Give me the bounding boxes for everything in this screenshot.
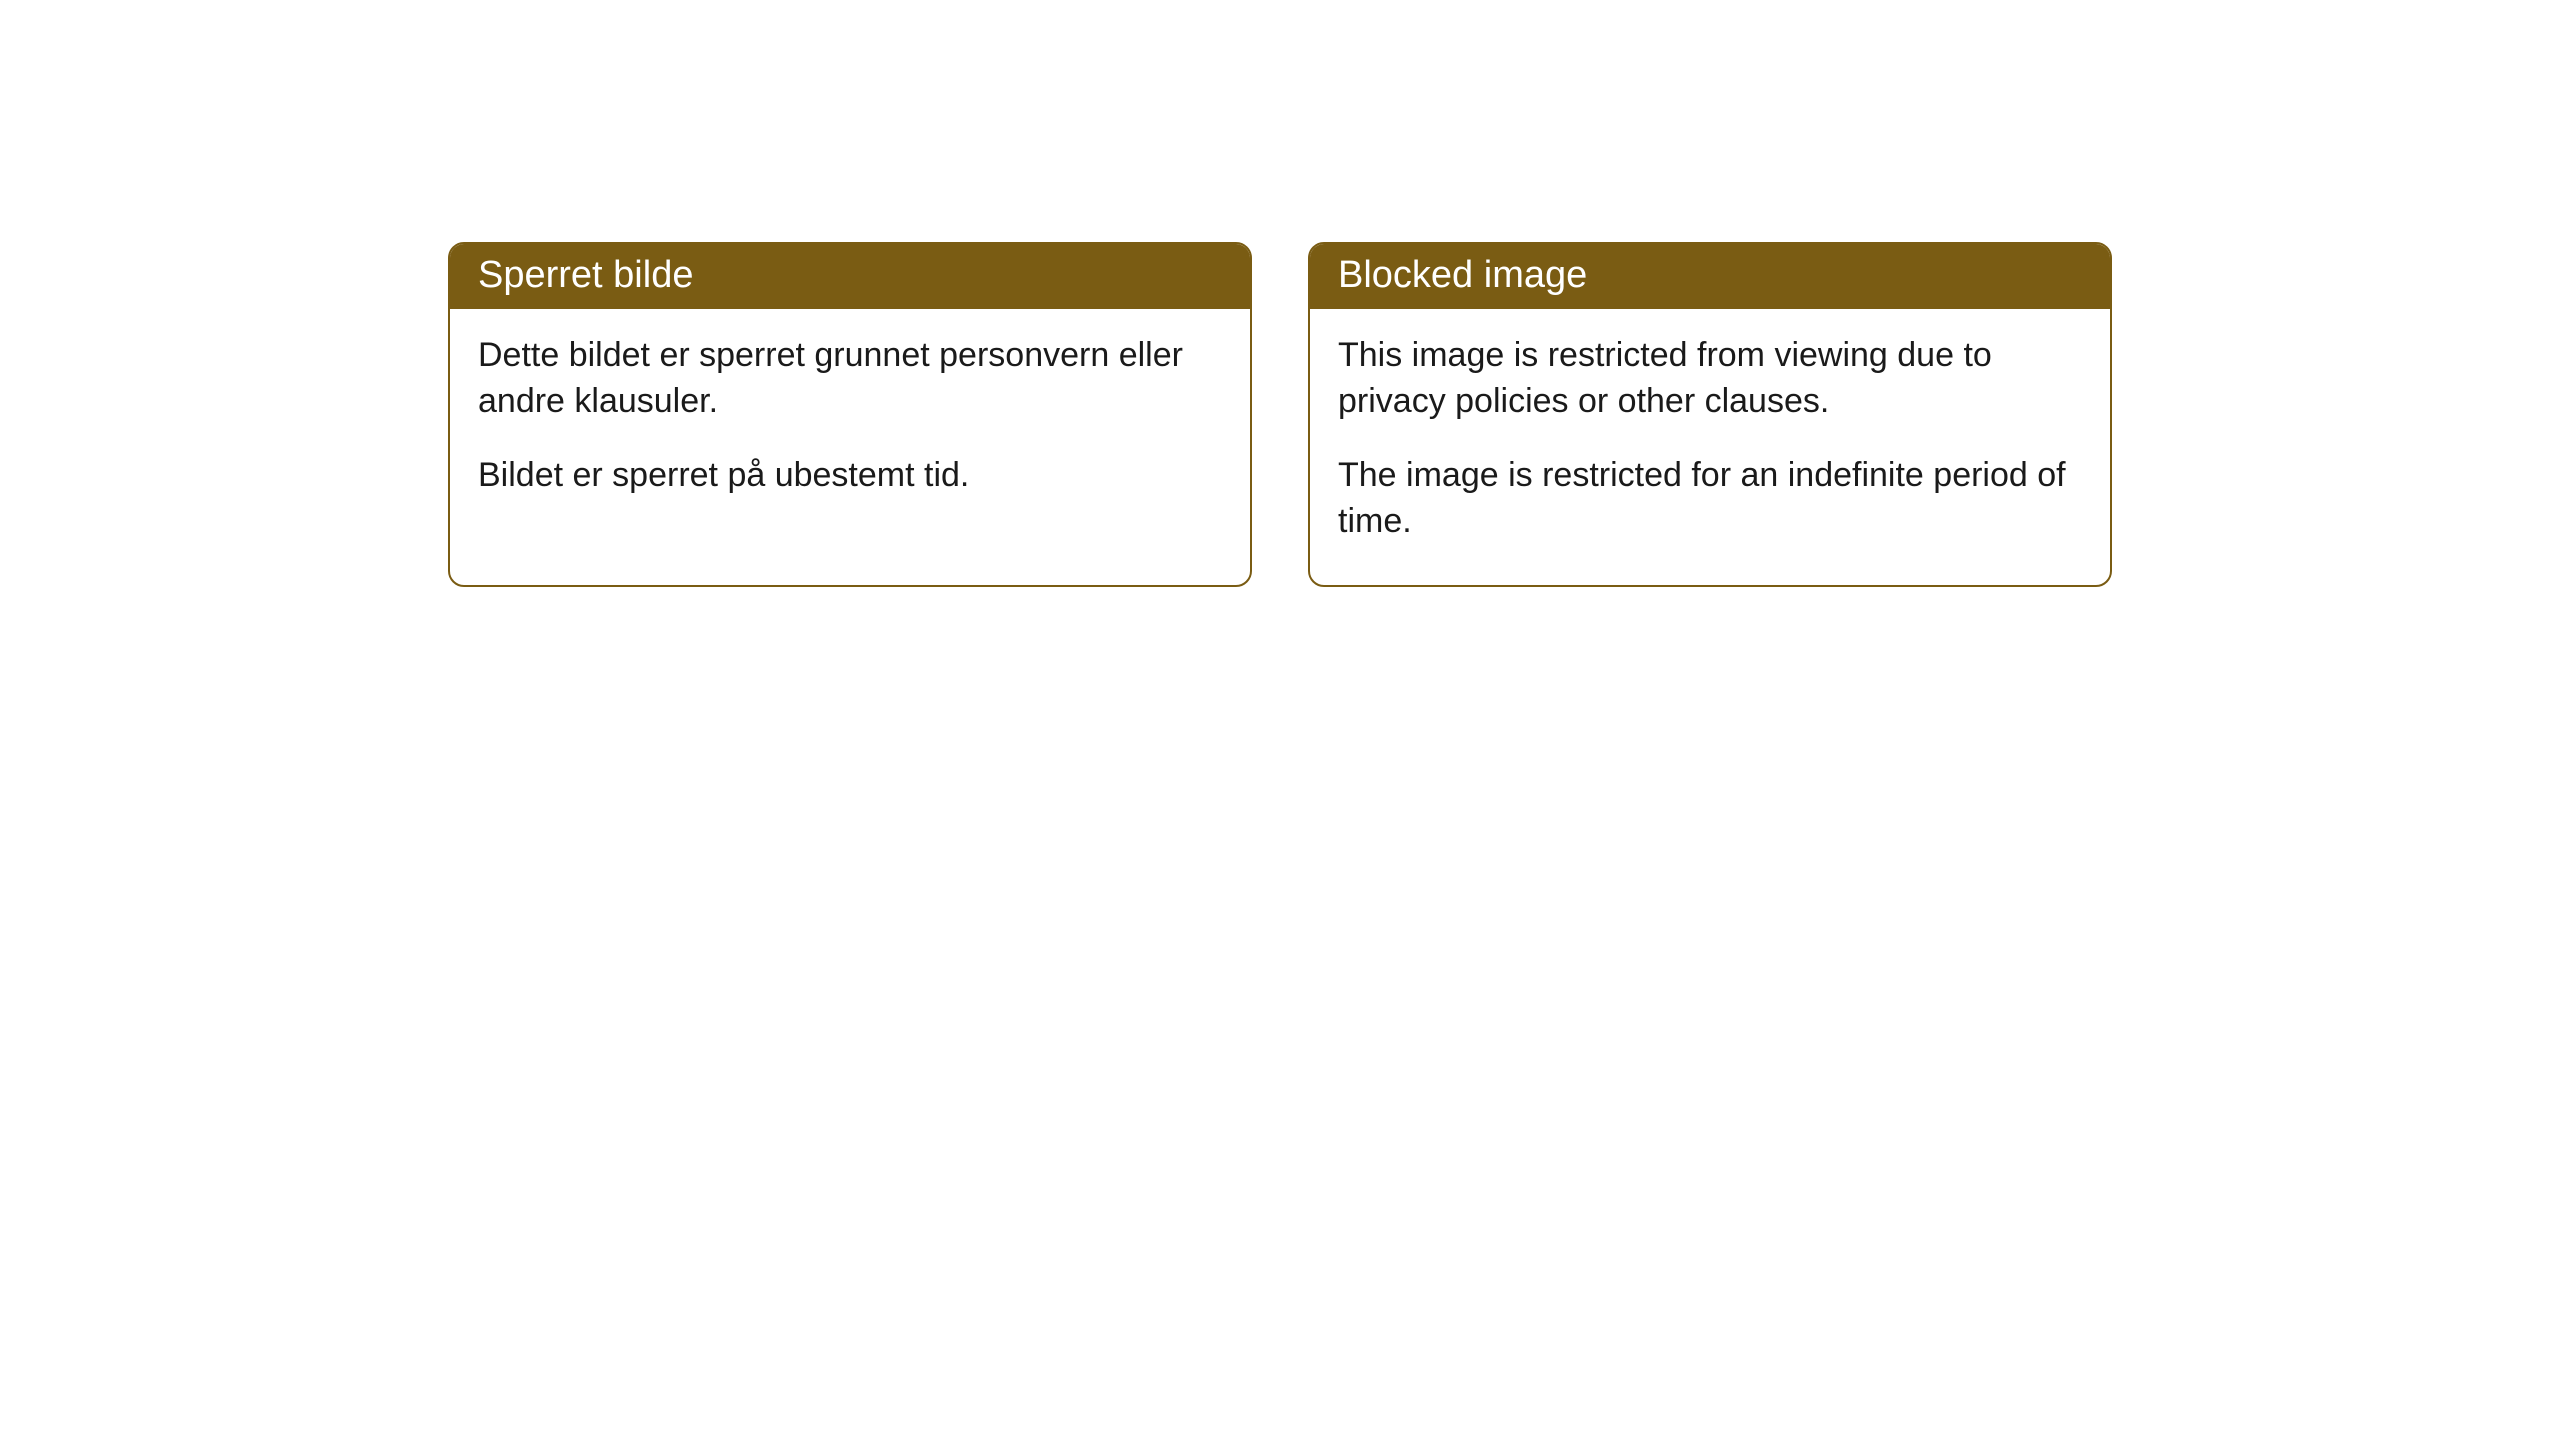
- card-header: Blocked image: [1310, 244, 2110, 309]
- card-body: This image is restricted from viewing du…: [1310, 309, 2110, 585]
- notice-cards-container: Sperret bilde Dette bildet er sperret gr…: [448, 242, 2112, 587]
- card-paragraph: Bildet er sperret på ubestemt tid.: [478, 453, 1222, 499]
- card-title: Sperret bilde: [478, 254, 693, 296]
- card-header: Sperret bilde: [450, 244, 1250, 309]
- card-title: Blocked image: [1338, 254, 1587, 296]
- card-body: Dette bildet er sperret grunnet personve…: [450, 309, 1250, 539]
- notice-card-norwegian: Sperret bilde Dette bildet er sperret gr…: [448, 242, 1252, 587]
- card-paragraph: This image is restricted from viewing du…: [1338, 333, 2082, 425]
- card-paragraph: The image is restricted for an indefinit…: [1338, 453, 2082, 545]
- card-paragraph: Dette bildet er sperret grunnet personve…: [478, 333, 1222, 425]
- notice-card-english: Blocked image This image is restricted f…: [1308, 242, 2112, 587]
